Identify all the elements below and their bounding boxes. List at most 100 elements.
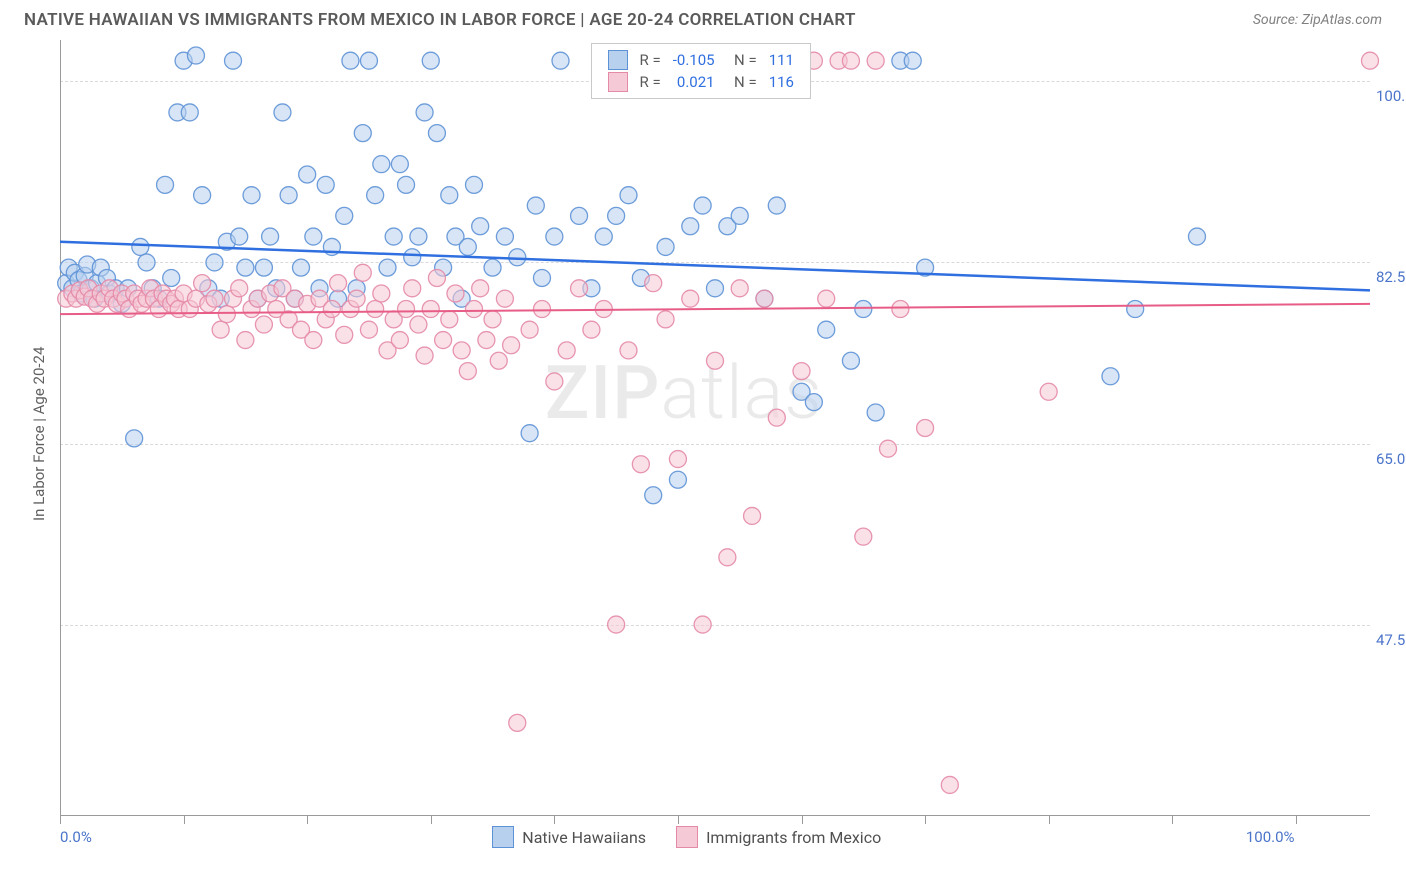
data-point <box>305 228 322 245</box>
data-point <box>323 301 340 318</box>
data-point <box>243 187 260 204</box>
data-point <box>237 259 254 276</box>
data-point <box>373 156 390 173</box>
data-point <box>299 166 316 183</box>
data-point <box>657 238 674 255</box>
data-point <box>478 332 495 349</box>
data-point <box>484 311 501 328</box>
data-point <box>354 125 371 142</box>
data-point <box>336 326 353 343</box>
legend-r-label: R = <box>634 49 667 71</box>
data-point <box>237 332 254 349</box>
data-point <box>255 316 272 333</box>
data-point <box>348 290 365 307</box>
legend-item: Native Hawaiians <box>492 826 646 848</box>
y-tick-label: 47.5% <box>1376 631 1406 649</box>
data-point <box>472 280 489 297</box>
data-point <box>336 207 353 224</box>
x-tick <box>60 816 61 824</box>
data-point <box>422 52 439 69</box>
x-tick <box>307 816 308 824</box>
data-point <box>842 352 859 369</box>
y-axis-label: In Labor Force | Age 20-24 <box>30 347 48 521</box>
legend-swatch <box>492 826 514 848</box>
data-point <box>818 321 835 338</box>
data-point <box>682 218 699 235</box>
source-attribution: Source: ZipAtlas.com <box>1253 12 1382 28</box>
data-point <box>132 238 149 255</box>
data-point <box>367 187 384 204</box>
data-point <box>744 507 761 524</box>
data-point <box>354 264 371 281</box>
data-point <box>645 487 662 504</box>
data-point <box>206 290 223 307</box>
data-point <box>428 125 445 142</box>
data-point <box>484 259 501 276</box>
data-point <box>441 311 458 328</box>
data-point <box>416 104 433 121</box>
data-point <box>669 451 686 468</box>
data-point <box>194 187 211 204</box>
data-point <box>571 280 588 297</box>
data-point <box>855 301 872 318</box>
data-point <box>694 616 711 633</box>
data-point <box>466 176 483 193</box>
data-point <box>756 290 773 307</box>
legend-n-label: N = <box>721 71 763 93</box>
data-point <box>274 104 291 121</box>
data-point <box>645 275 662 292</box>
data-point <box>360 52 377 69</box>
data-point <box>496 228 513 245</box>
data-point <box>416 347 433 364</box>
data-point <box>360 321 377 338</box>
series-legend: Native Hawaiians Immigrants from Mexico <box>492 826 881 848</box>
y-tick-label: 100.0% <box>1376 87 1406 105</box>
data-point <box>138 254 155 271</box>
data-point <box>466 301 483 318</box>
data-point <box>391 332 408 349</box>
data-point <box>292 259 309 276</box>
data-point <box>793 363 810 380</box>
data-point <box>632 456 649 473</box>
data-point <box>391 156 408 173</box>
data-point <box>768 197 785 214</box>
data-point <box>719 549 736 566</box>
data-point <box>422 301 439 318</box>
data-point <box>805 394 822 411</box>
data-point <box>620 187 637 204</box>
data-point <box>503 337 520 354</box>
data-point <box>546 228 563 245</box>
legend-swatch <box>608 50 628 70</box>
legend-label: Immigrants from Mexico <box>706 828 881 847</box>
data-point <box>398 176 415 193</box>
x-tick-label: 100.0% <box>1246 828 1295 846</box>
correlation-legend: R =-0.105 N =111R =0.021 N =116 <box>591 43 811 99</box>
data-point <box>620 342 637 359</box>
data-point <box>447 285 464 302</box>
data-point <box>280 187 297 204</box>
y-tick-label: 82.5% <box>1376 268 1406 286</box>
x-tick-label: 0.0% <box>60 828 92 846</box>
data-point <box>472 218 489 235</box>
data-point <box>1127 301 1144 318</box>
data-point <box>867 52 884 69</box>
data-point <box>194 275 211 292</box>
data-point <box>206 254 223 271</box>
data-point <box>157 176 174 193</box>
scatter-svg <box>60 40 1370 816</box>
data-point <box>1362 52 1379 69</box>
data-point <box>404 249 421 266</box>
data-point <box>533 301 550 318</box>
data-point <box>379 259 396 276</box>
data-point <box>707 280 724 297</box>
data-point <box>527 197 544 214</box>
data-point <box>231 280 248 297</box>
data-point <box>225 52 242 69</box>
data-point <box>892 301 909 318</box>
data-point <box>1102 368 1119 385</box>
data-point <box>731 207 748 224</box>
data-point <box>571 207 588 224</box>
legend-n-label: N = <box>721 49 763 71</box>
y-tick-label: 65.0% <box>1376 450 1406 468</box>
data-point <box>255 259 272 276</box>
